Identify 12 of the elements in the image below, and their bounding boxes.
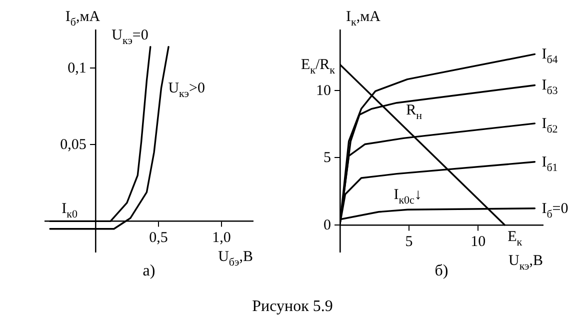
text: б)	[434, 262, 448, 280]
y-tick-label: 0,1	[68, 60, 86, 77]
x-tick-label: 0,5	[149, 230, 168, 246]
y-tick-label: 10	[316, 82, 331, 99]
x-tick-label: 1,0	[212, 230, 231, 246]
text: Рисунок 5.9	[251, 298, 334, 316]
y-tick-label: 0	[324, 217, 331, 234]
text: а)	[142, 262, 156, 280]
y-tick-label: 5	[324, 150, 331, 166]
x-tick-label: 10	[470, 234, 486, 250]
y-tick-label: 0,05	[60, 137, 86, 154]
x-tick-label: 5	[405, 234, 413, 250]
